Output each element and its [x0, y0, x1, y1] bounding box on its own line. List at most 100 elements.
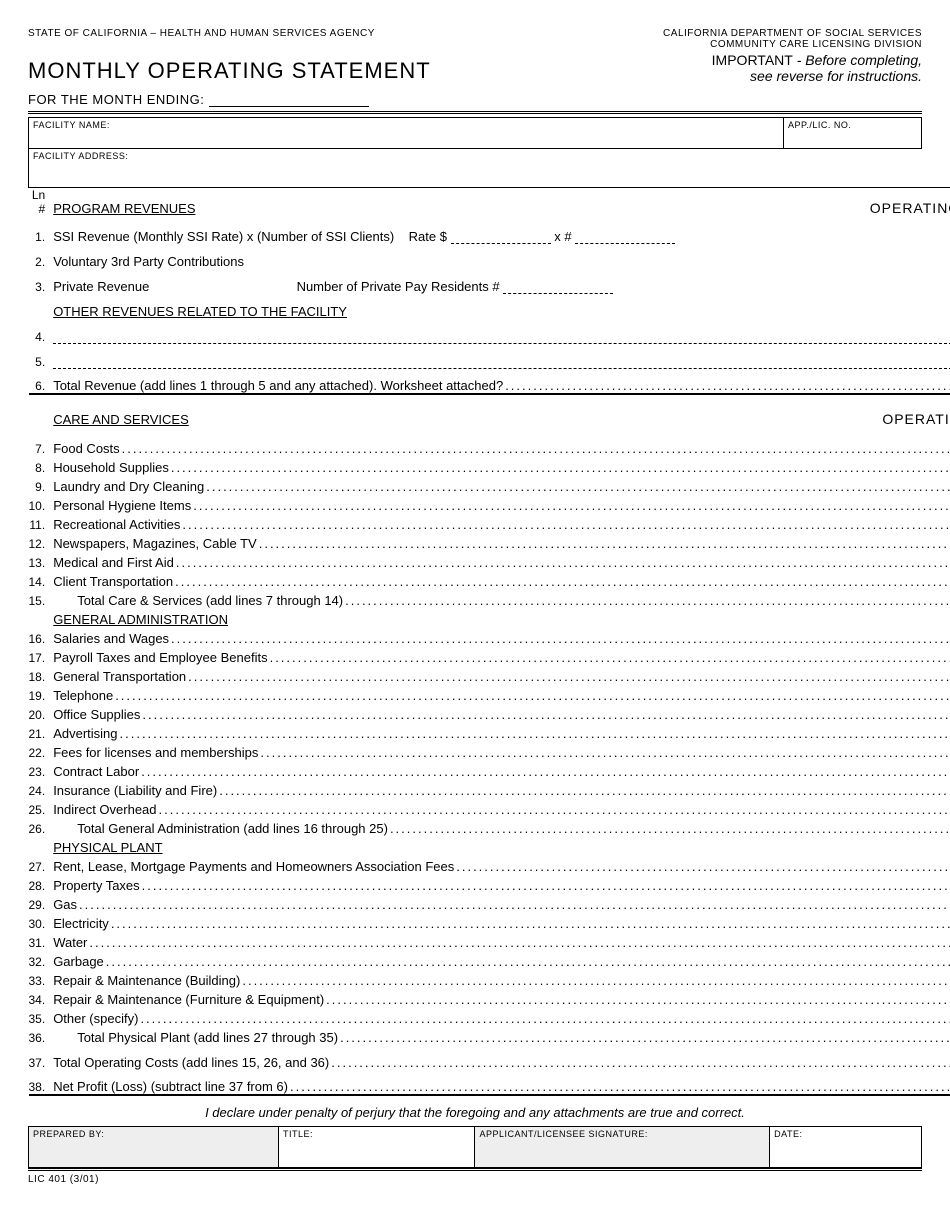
- line-num: 3.: [29, 269, 54, 294]
- line-desc: Contract Labor: [53, 764, 141, 779]
- line3-desc: Private Revenue Number of Private Pay Re…: [53, 269, 950, 294]
- operating-revenues-title: OPERATING REVENUES: [870, 200, 950, 216]
- line-desc: Electricity: [53, 916, 111, 931]
- line2-desc: Voluntary 3rd Party Contributions: [53, 244, 950, 269]
- line-desc: Recreational Activities: [53, 517, 182, 532]
- line37-desc: Total Operating Costs (add lines 15, 26,…: [53, 1055, 331, 1070]
- line-desc: Gas: [53, 897, 79, 912]
- line-desc: Fees for licenses and memberships: [53, 745, 260, 760]
- program-revenues-label: PROGRAM REVENUES: [53, 201, 195, 216]
- line-desc: Medical and First Aid: [53, 555, 176, 570]
- line-desc: Newspapers, Magazines, Cable TV: [53, 536, 259, 551]
- important-label: IMPORTANT: [712, 52, 793, 68]
- line-desc: Rent, Lease, Mortgage Payments and Homeo…: [53, 859, 456, 874]
- line-num: 16.: [29, 627, 54, 646]
- line6-desc: Total Revenue (add lines 1 through 5 and…: [53, 369, 950, 394]
- line-num: 33.: [29, 969, 54, 988]
- signature-cell[interactable]: APPLICANT/LICENSEE SIGNATURE:: [475, 1127, 770, 1168]
- line-num: 25.: [29, 798, 54, 817]
- line-num: 4.: [29, 319, 54, 344]
- line-num: 36.: [29, 1026, 54, 1045]
- month-ending-label: FOR THE MONTH ENDING:: [28, 92, 204, 107]
- line-num: 20.: [29, 703, 54, 722]
- line-num: 19.: [29, 684, 54, 703]
- month-ending-blank[interactable]: [209, 106, 369, 107]
- line-num: 35.: [29, 1007, 54, 1026]
- declaration: I declare under penalty of perjury that …: [28, 1097, 922, 1126]
- line-num: 23.: [29, 760, 54, 779]
- prepared-by-cell[interactable]: PREPARED BY:: [29, 1127, 279, 1168]
- operating-costs-title: OPERATING COSTS: [882, 411, 950, 427]
- agency-left: STATE OF CALIFORNIA – HEALTH AND HUMAN S…: [28, 28, 375, 50]
- line-num: 7.: [29, 437, 54, 456]
- line-num: 6.: [29, 369, 54, 394]
- line-desc: Food Costs: [53, 441, 121, 456]
- facility-address-cell[interactable]: FACILITY ADDRESS:: [29, 149, 950, 187]
- line-desc: Personal Hygiene Items: [53, 498, 193, 513]
- important-text: - Before completing,: [793, 52, 922, 68]
- line-desc: Laundry and Dry Cleaning: [53, 479, 206, 494]
- rate-blank[interactable]: [451, 243, 551, 244]
- agency-right-1: CALIFORNIA DEPARTMENT OF SOCIAL SERVICES: [663, 28, 922, 39]
- line-desc: Property Taxes: [53, 878, 141, 893]
- title-cell[interactable]: TITLE:: [279, 1127, 475, 1168]
- line-desc: Insurance (Liability and Fire): [53, 783, 219, 798]
- line-desc: Water: [53, 935, 89, 950]
- line-num: 24.: [29, 779, 54, 798]
- physical-plant-label: PHYSICAL PLANT: [53, 840, 162, 855]
- care-services-label: CARE AND SERVICES: [53, 412, 189, 427]
- line-num: 32.: [29, 950, 54, 969]
- facility-name-cell[interactable]: FACILITY NAME:: [29, 118, 784, 149]
- line-num: 30.: [29, 912, 54, 931]
- line-desc: Other (specify): [53, 1011, 140, 1026]
- line-desc: Garbage: [53, 954, 106, 969]
- line-num: 1.: [29, 216, 54, 244]
- line-num: 17.: [29, 646, 54, 665]
- agency-right-2: COMMUNITY CARE LICENSING DIVISION: [663, 39, 922, 50]
- line1-desc: SSI Revenue (Monthly SSI Rate) x (Number…: [53, 216, 950, 244]
- line-desc: Telephone: [53, 688, 115, 703]
- date-cell[interactable]: DATE:: [770, 1127, 922, 1168]
- important-text2: see reverse for instructions.: [750, 68, 922, 84]
- line-desc: Payroll Taxes and Employee Benefits: [53, 650, 269, 665]
- line36-desc: Total Physical Plant (add lines 27 throu…: [53, 1030, 340, 1045]
- form-number: LIC 401 (3/01): [28, 1174, 922, 1185]
- line-num: 2.: [29, 244, 54, 269]
- line-num: 5.: [29, 344, 54, 369]
- line-num: 38.: [29, 1070, 54, 1095]
- line-num: 10.: [29, 494, 54, 513]
- other-revenues-label: OTHER REVENUES RELATED TO THE FACILITY: [53, 304, 347, 319]
- line-desc: Household Supplies: [53, 460, 171, 475]
- line38-desc: Net Profit (Loss) (subtract line 37 from…: [53, 1079, 290, 1094]
- line-num: 15.: [29, 589, 54, 608]
- line-desc: Client Transportation: [53, 574, 175, 589]
- line-num: 27.: [29, 855, 54, 874]
- line-num: 37.: [29, 1045, 54, 1070]
- residents-blank[interactable]: [503, 293, 613, 294]
- line-num: 28.: [29, 874, 54, 893]
- count-blank[interactable]: [575, 243, 675, 244]
- line26-desc: Total General Administration (add lines …: [53, 821, 390, 836]
- line-num: 21.: [29, 722, 54, 741]
- app-lic-cell[interactable]: APP./LIC. NO.: [784, 118, 922, 149]
- line-num: 18.: [29, 665, 54, 684]
- line5-blank[interactable]: [53, 368, 950, 369]
- line15-desc: Total Care & Services (add lines 7 throu…: [53, 593, 345, 608]
- line-num: 12.: [29, 532, 54, 551]
- line-num: 8.: [29, 456, 54, 475]
- line-desc: Advertising: [53, 726, 119, 741]
- line-desc: Repair & Maintenance (Building): [53, 973, 242, 988]
- line-desc: Salaries and Wages: [53, 631, 171, 646]
- line4-blank[interactable]: [53, 343, 950, 344]
- line-desc: General Transportation: [53, 669, 188, 684]
- line-num: 9.: [29, 475, 54, 494]
- gen-admin-label: GENERAL ADMINISTRATION: [53, 612, 228, 627]
- line-num: 13.: [29, 551, 54, 570]
- line-num: 31.: [29, 931, 54, 950]
- form-title: MONTHLY OPERATING STATEMENT: [28, 58, 431, 84]
- line-num: 34.: [29, 988, 54, 1007]
- line-num: 22.: [29, 741, 54, 760]
- line-num: 29.: [29, 893, 54, 912]
- line-num: 11.: [29, 513, 54, 532]
- line-desc: Indirect Overhead: [53, 802, 158, 817]
